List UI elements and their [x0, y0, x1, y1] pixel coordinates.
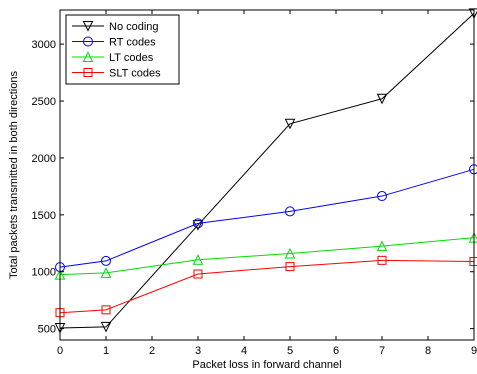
x-tick-label: 0: [57, 345, 63, 357]
axes: 0 1 2 3 4 5 6 7 8 9 500 1000 1500 2000 2500 3000: [32, 9, 477, 357]
axes-box: [59, 9, 475, 341]
series-line-rt-codes: [59, 168, 475, 268]
plot-area: [54, 8, 477, 334]
x-tick-label: 2: [149, 345, 155, 357]
legend-item-no-coding: No coding: [72, 21, 159, 33]
series-lt-codes: [54, 231, 477, 280]
legend-label-slt-codes: SLT codes: [109, 68, 161, 80]
series-no-coding: [54, 8, 477, 334]
series-rt-codes: [55, 164, 477, 273]
y-tick-label: 1000: [32, 267, 56, 279]
x-tick-label: 1: [103, 345, 109, 357]
data-point-slt-codes: [285, 262, 295, 272]
legend-item-slt-codes: SLT codes: [72, 68, 161, 80]
data-point-lt-codes: [376, 240, 388, 252]
x-tick-label: 3: [195, 345, 201, 357]
series-line-no-coding: [59, 13, 475, 329]
y-tick-label: 500: [38, 324, 56, 336]
y-tick-label: 2500: [32, 96, 56, 108]
series-line-lt-codes: [59, 237, 475, 276]
x-tick-label: 5: [287, 345, 293, 357]
legend-item-lt-codes: LT codes: [72, 51, 154, 64]
data-point-no-coding: [468, 8, 477, 20]
y-tick-label: 3000: [32, 39, 56, 51]
series-line-slt-codes: [59, 259, 475, 314]
data-point-slt-codes: [193, 269, 203, 279]
legend-item-rt-codes: RT codes: [72, 36, 156, 49]
x-axis-label: Packet loss in forward channel: [192, 359, 341, 371]
legend-marker-no-coding: [82, 21, 94, 32]
data-point-no-coding: [192, 220, 204, 231]
legend-label-no-coding: No coding: [109, 21, 159, 33]
data-point-rt-codes: [285, 206, 295, 217]
data-point-rt-codes: [101, 255, 111, 266]
x-tick-label: 9: [471, 345, 477, 357]
x-tick-label: 6: [333, 345, 339, 357]
legend-marker-slt-codes: [83, 68, 93, 77]
x-tick-label: 7: [379, 345, 385, 357]
legend-marker-lt-codes: [82, 51, 94, 62]
data-point-rt-codes: [377, 191, 387, 202]
y-tick-label: 2000: [32, 153, 56, 165]
data-point-rt-codes: [193, 218, 203, 229]
x-tick-label: 8: [425, 345, 431, 357]
legend-label-lt-codes: LT codes: [109, 52, 154, 64]
data-point-no-coding: [100, 321, 112, 333]
data-point-slt-codes: [101, 305, 111, 315]
legend-label-rt-codes: RT codes: [109, 37, 156, 49]
data-point-no-coding: [376, 93, 388, 105]
series-slt-codes: [55, 255, 477, 318]
data-point-no-coding: [284, 118, 296, 130]
y-tick-label: 1500: [32, 210, 56, 222]
legend: No coding RT codes LT codes SLT codes: [65, 14, 180, 85]
data-point-lt-codes: [100, 267, 112, 278]
data-point-lt-codes: [192, 254, 204, 265]
legend-marker-rt-codes: [83, 36, 93, 47]
x-tick-label: 4: [241, 345, 247, 357]
y-axis-label: Total packets transmitted in both direct…: [8, 71, 20, 279]
data-point-slt-codes: [377, 255, 387, 265]
data-point-lt-codes: [284, 247, 296, 259]
